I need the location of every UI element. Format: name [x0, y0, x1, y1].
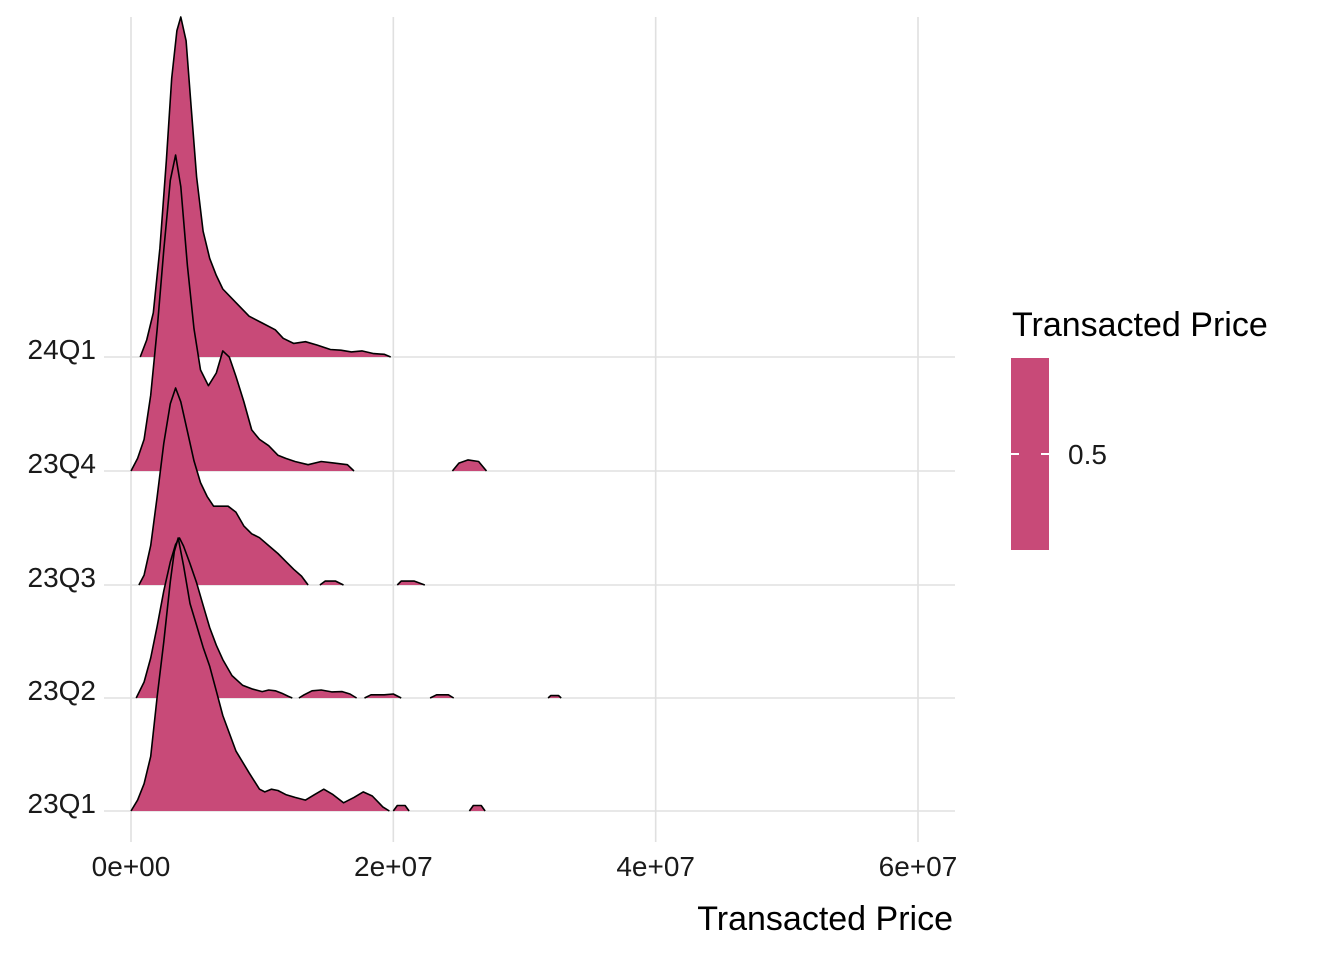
ridge-outline — [298, 689, 358, 699]
legend: Transacted Price 0.5 — [1011, 306, 1268, 550]
y-tick-label: 24Q1 — [28, 334, 97, 365]
ridge-area — [397, 581, 425, 585]
y-tick-label: 23Q1 — [28, 788, 97, 819]
ridge-area — [319, 581, 344, 585]
y-tick-label: 23Q4 — [28, 448, 97, 479]
x-tick-label: 6e+07 — [879, 851, 958, 882]
ridge-area — [131, 538, 390, 811]
ridge-outline — [139, 16, 392, 358]
legend-title: Transacted Price — [1012, 306, 1268, 344]
ridge-outline — [547, 694, 562, 699]
ridge-outline — [451, 459, 488, 472]
ridge-outline — [364, 693, 402, 699]
ridge-area — [131, 155, 354, 471]
ridge-outline — [130, 154, 355, 472]
x-axis-labels: 0e+00 2e+07 4e+07 6e+07 — [92, 851, 958, 882]
ridge-23Q3 — [138, 387, 426, 586]
x-tick-label: 2e+07 — [354, 851, 433, 882]
ridge-outline — [396, 580, 426, 586]
ridge-outline — [319, 580, 344, 586]
x-tick-label: 4e+07 — [616, 851, 695, 882]
y-tick-label: 23Q2 — [28, 675, 97, 706]
ridge-outline — [468, 804, 486, 812]
ridge-24Q1 — [139, 16, 392, 358]
ridge-23Q4 — [130, 154, 488, 472]
y-tick-label: 23Q3 — [28, 562, 97, 593]
ridge-outline — [392, 804, 410, 812]
ridge-area — [140, 17, 391, 357]
ridge-area — [469, 805, 486, 811]
ridge-area — [138, 388, 309, 585]
ridge-outline — [138, 387, 309, 586]
ridge-23Q1 — [130, 537, 486, 812]
y-axis-labels: 23Q1 23Q2 23Q3 23Q4 24Q1 — [28, 334, 97, 819]
legend-label: 0.5 — [1068, 439, 1107, 470]
ridge-outline — [429, 694, 455, 699]
x-tick-label: 0e+00 — [92, 851, 171, 882]
ridge-outline — [135, 537, 293, 699]
x-axis-title: Transacted Price — [697, 900, 953, 938]
density-ridges — [130, 16, 562, 812]
ridge-outline — [130, 537, 390, 812]
